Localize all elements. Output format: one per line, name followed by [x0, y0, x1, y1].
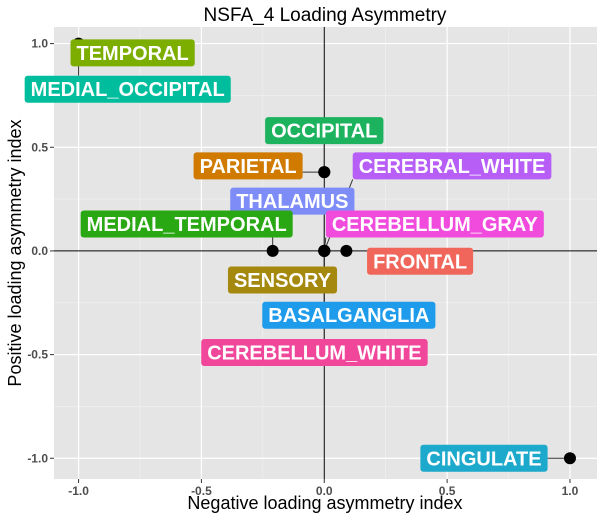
x-tick-label: 0.5 — [439, 484, 456, 498]
point-label: CEREBELLUM_WHITE — [201, 339, 428, 367]
point-label: CINGULATE — [420, 444, 548, 472]
label-text: THALAMUS — [236, 191, 348, 213]
label-text: CEREBELLUM_WHITE — [207, 343, 421, 365]
label-text: FRONTAL — [373, 251, 467, 273]
chart-title: NSFA_4 Loading Asymmetry — [204, 5, 447, 26]
label-text: PARIETAL — [200, 156, 297, 178]
point-label: MEDIAL_OCCIPITAL — [24, 75, 231, 103]
label-box — [367, 247, 474, 275]
point-label: SENSORY — [227, 266, 338, 294]
y-axis-title: Positive loading asymmetry index — [5, 119, 25, 386]
x-axis-ticks: -1.0 -0.5 0.0 0.5 1.0 — [68, 479, 579, 498]
label-box — [70, 39, 195, 67]
point-label: THALAMUS — [230, 187, 355, 215]
data-point — [563, 452, 576, 465]
label-box — [201, 339, 428, 367]
label-text: SENSORY — [234, 270, 332, 292]
label-box — [24, 75, 231, 103]
label-text: OCCIPITAL — [271, 121, 377, 143]
data-point — [340, 244, 353, 257]
label-text: MEDIAL_TEMPORAL — [87, 214, 287, 236]
label-box — [352, 152, 552, 180]
label-box — [193, 152, 303, 180]
label-text: CINGULATE — [426, 448, 541, 470]
y-axis-ticks: -1.0 -0.5 0.0 0.5 1.0 — [27, 37, 54, 465]
data-point — [318, 166, 331, 179]
label-text: BASALGANGLIA — [268, 305, 429, 327]
label-box — [227, 266, 338, 294]
label-box — [325, 210, 544, 238]
x-tick-label: 1.0 — [562, 484, 579, 498]
point-label: CEREBRAL_WHITE — [352, 152, 552, 180]
point-label: CEREBELLUM_GRAY — [325, 210, 544, 238]
x-tick-label: -1.0 — [68, 484, 89, 498]
point-label: BASALGANGLIA — [262, 301, 436, 329]
x-tick-label: -0.5 — [191, 484, 212, 498]
data-point — [318, 244, 331, 257]
y-tick-label: -1.0 — [27, 451, 48, 465]
label-box — [420, 444, 548, 472]
point-label: MEDIAL_TEMPORAL — [80, 210, 293, 238]
y-tick-label: 0.0 — [31, 244, 48, 258]
label-box — [80, 210, 293, 238]
label-text: MEDIAL_OCCIPITAL — [31, 79, 225, 101]
label-box — [262, 301, 436, 329]
point-label: FRONTAL — [367, 247, 474, 275]
label-text: TEMPORAL — [77, 43, 189, 65]
y-tick-label: -0.5 — [27, 348, 48, 362]
point-label: OCCIPITAL — [265, 117, 384, 145]
data-point — [266, 244, 279, 257]
point-label: PARIETAL — [193, 152, 303, 180]
x-tick-label: 0.0 — [316, 484, 333, 498]
y-tick-label: 1.0 — [31, 37, 48, 51]
point-label: TEMPORAL — [70, 39, 195, 67]
label-text: CEREBELLUM_GRAY — [332, 214, 539, 236]
label-box — [230, 187, 355, 215]
label-text: CEREBRAL_WHITE — [359, 156, 546, 178]
label-box — [265, 117, 384, 145]
y-tick-label: 0.5 — [31, 140, 48, 154]
point-labels: TEMPORAL MEDIAL_OCCIPITAL OCCIPITAL PARIETA… — [24, 39, 552, 472]
x-axis-title: Negative loading asymmetry index — [187, 493, 462, 513]
